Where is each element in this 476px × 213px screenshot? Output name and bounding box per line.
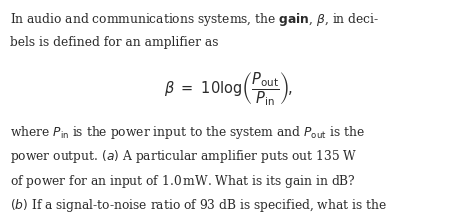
Text: In audio and communications systems, the $\mathbf{gain}$, $\beta$, in deci-: In audio and communications systems, the… bbox=[10, 12, 379, 28]
Text: bels is defined for an amplifier as: bels is defined for an amplifier as bbox=[10, 36, 219, 49]
Text: $\beta \ = \ 10\log\!\left(\dfrac{P_{\mathrm{out}}}{P_{\mathrm{in}}}\right)\!,$: $\beta \ = \ 10\log\!\left(\dfrac{P_{\ma… bbox=[164, 70, 293, 108]
Text: where $P_{\mathrm{in}}$ is the power input to the system and $P_{\mathrm{out}}$ : where $P_{\mathrm{in}}$ is the power inp… bbox=[10, 124, 365, 141]
Text: power output. $(a)$ A particular amplifier puts out 135 W: power output. $(a)$ A particular amplifi… bbox=[10, 148, 358, 166]
Text: of power for an input of 1.0$\,$mW. What is its gain in dB?: of power for an input of 1.0$\,$mW. What… bbox=[10, 173, 357, 190]
Text: $(b)$ If a signal-to-noise ratio of 93 dB is specified, what is the: $(b)$ If a signal-to-noise ratio of 93 d… bbox=[10, 197, 387, 213]
